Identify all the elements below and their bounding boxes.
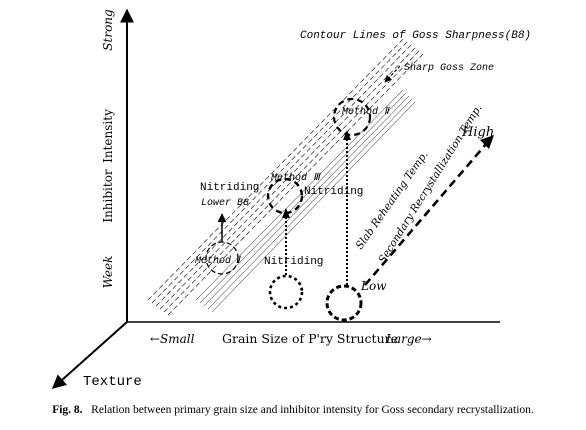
sharp-goss-zone-label: Sharp Goss Zone [404, 62, 494, 74]
texture-axis [51, 321, 128, 389]
nitriding-arrowheads [282, 130, 351, 218]
method3-circle [266, 177, 304, 215]
lower-b8-label: Lower B8 [201, 198, 249, 209]
y-label-intensity: Intensity [101, 109, 115, 163]
caption-fig-number: Fig. 8. [52, 404, 83, 416]
contour-title: Contour Lines of Goss Sharpness(B8) [300, 30, 531, 42]
x-axis-title: Grain Size of P'ry Structure [222, 331, 398, 346]
figure-caption: Fig. 8. Relation between primary grain s… [0, 404, 586, 416]
method3-label: Method Ⅲ [271, 172, 321, 184]
y-label-week: Week [101, 256, 115, 289]
y-label-inhibitor: Inhibitor [101, 169, 115, 223]
nitriding-label-left: Nitriding [200, 182, 259, 194]
high-label: High [461, 125, 494, 140]
secondary-recrystallization-label: Secondary Recrystallization Temp. [376, 103, 484, 266]
temperature-arrowhead [480, 135, 494, 149]
x-label-small: ←Small [150, 332, 195, 346]
lower-mid-circle [268, 274, 304, 310]
sharp-zone-arrow [384, 65, 401, 83]
lower-right-circle [325, 284, 363, 322]
method1-label: Method Ⅰ [195, 255, 241, 267]
temperature-arrow [364, 142, 488, 286]
caption-text: Relation between primary grain size and … [91, 404, 534, 416]
nitriding-label-bottom: Nitriding [264, 256, 323, 268]
low-label: Low [360, 279, 387, 293]
nitriding-label-mid: Nitriding [304, 186, 363, 198]
contour-lines-dashed [147, 36, 426, 316]
texture-label: Texture [83, 374, 142, 390]
y-label-strong: Strong [101, 9, 115, 51]
x-label-large: Large→ [385, 332, 432, 346]
method2-label: Method Ⅱ [342, 106, 390, 118]
method2-circle [332, 97, 372, 137]
